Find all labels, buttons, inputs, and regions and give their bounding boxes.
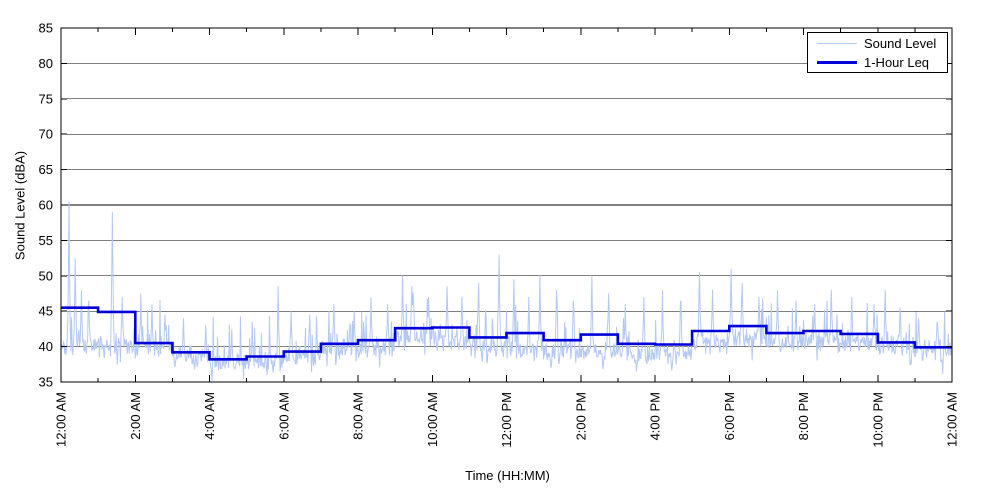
x-tick-label: 12:00 AM (945, 392, 960, 447)
y-tick-label: 55 (39, 233, 53, 248)
x-tick-label: 12:00 AM (54, 392, 69, 447)
y-tick-label: 45 (39, 304, 53, 319)
legend-row-sound-level: Sound Level (808, 34, 947, 52)
x-tick-label: 8:00 PM (796, 392, 811, 440)
legend-row-leq: 1-Hour Leq (808, 53, 947, 71)
y-tick-label: 35 (39, 375, 53, 390)
y-tick-label: 60 (39, 198, 53, 213)
x-tick-label: 2:00 AM (128, 392, 143, 440)
x-tick-label: 4:00 AM (202, 392, 217, 440)
leq-series (61, 306, 952, 361)
legend-label-leq: 1-Hour Leq (864, 54, 930, 70)
x-tick-label: 6:00 AM (276, 392, 291, 440)
y-tick-label: 70 (39, 127, 53, 142)
y-tick-label: 80 (39, 56, 53, 71)
legend-label-sound-level: Sound Level (864, 35, 937, 51)
y-tick-label: 85 (39, 21, 53, 36)
x-tick-label: 12:00 PM (499, 392, 514, 448)
x-tick-label: 4:00 PM (648, 392, 663, 440)
sound-level-series (60, 201, 952, 381)
legend: Sound Level 1-Hour Leq (807, 32, 948, 73)
y-axis-title: Sound Level (dBA) (12, 150, 28, 261)
x-tick-label: 2:00 PM (573, 392, 588, 440)
x-tick-label: 6:00 PM (722, 392, 737, 440)
x-tick-label: 10:00 PM (870, 392, 885, 448)
y-tick-label: 40 (39, 339, 53, 354)
y-tick-label: 65 (39, 162, 53, 177)
sound-level-line-sample-icon (817, 42, 857, 44)
y-tick-label: 75 (39, 91, 53, 106)
x-axis-title: Time (HH:MM) (465, 468, 550, 483)
leq-line-sample-icon (817, 60, 857, 64)
x-tick-label: 10:00 AM (425, 392, 440, 447)
y-tick-label: 50 (39, 268, 53, 283)
x-tick-label: 8:00 AM (351, 392, 366, 440)
